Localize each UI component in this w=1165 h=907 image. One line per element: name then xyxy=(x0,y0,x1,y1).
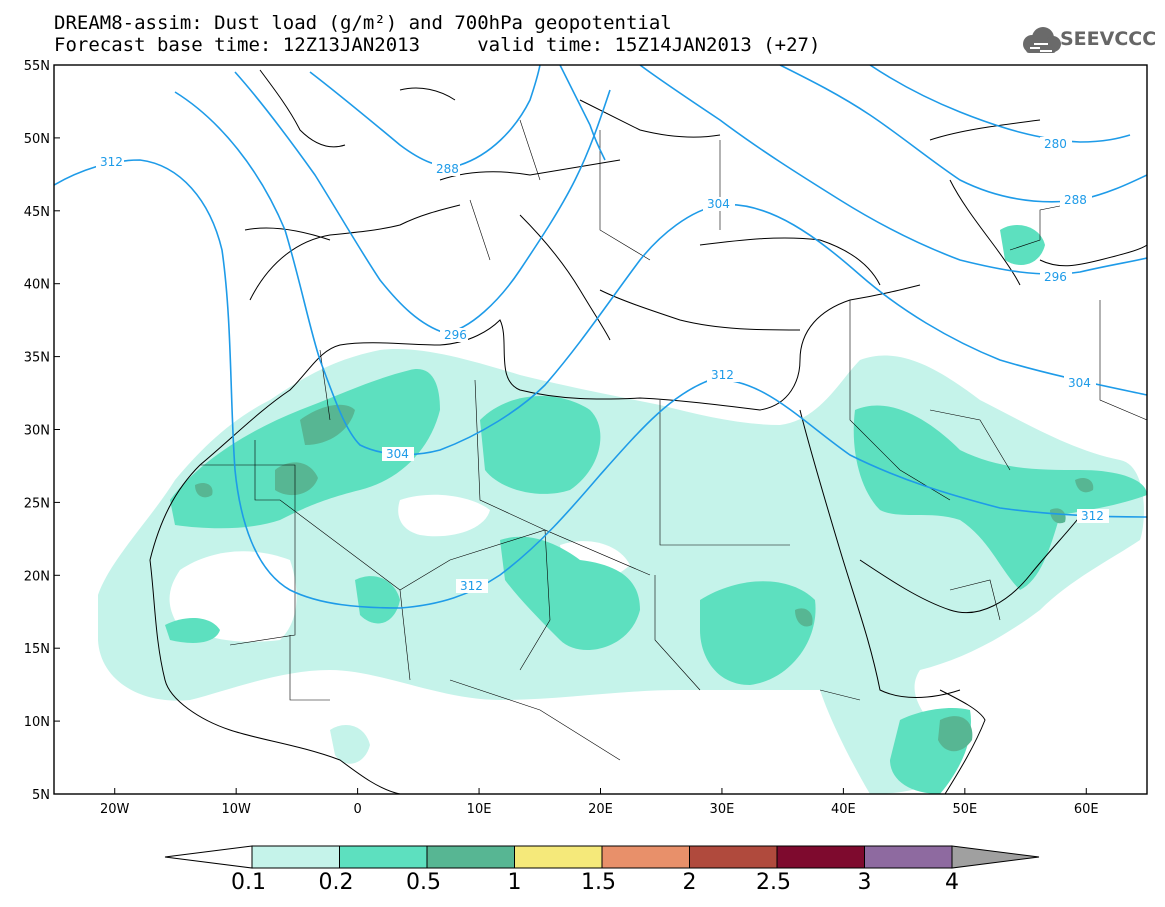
lat-tick-label: 15N xyxy=(24,642,50,657)
colorbar-label: 1 xyxy=(507,870,522,895)
contour-label: 296 xyxy=(444,328,467,342)
lat-tick-label: 20N xyxy=(24,569,50,584)
colorbar xyxy=(164,845,1040,869)
colorbar-label: 0.5 xyxy=(406,870,441,895)
colorbar-label: 0.1 xyxy=(231,870,266,895)
contour-label: 288 xyxy=(436,162,459,176)
lat-tick-label: 10N xyxy=(24,715,50,730)
latitude-axis: 55N 50N 45N 40N 35N 30N 25N 20N 15N 10N 5N xyxy=(24,59,60,803)
longitude-axis: 20W 10W 0 10E 20E 30E 40E 50E 60E xyxy=(100,788,1099,817)
colorbar-swatch xyxy=(426,845,515,869)
contour-288-east xyxy=(779,65,1147,203)
geopotential-contours xyxy=(54,65,1147,609)
lat-tick-label: 35N xyxy=(24,351,50,366)
colorbar-swatch xyxy=(514,845,603,869)
colorbar-swatch xyxy=(339,845,428,869)
contour-label: 312 xyxy=(460,579,483,593)
colorbar-label: 0.2 xyxy=(318,870,354,895)
contour-label: 312 xyxy=(711,368,734,382)
lon-tick-label: 50E xyxy=(952,802,977,817)
lat-tick-label: 40N xyxy=(24,278,50,293)
contour-312-east xyxy=(174,91,1147,456)
cloud-logo-icon xyxy=(1023,27,1061,53)
contour-label: 312 xyxy=(1081,509,1104,523)
lon-tick-label: 20W xyxy=(100,802,130,817)
colorbar-swatch xyxy=(601,845,690,869)
lat-tick-label: 55N xyxy=(24,59,50,74)
lat-tick-label: 5N xyxy=(32,788,50,803)
contour-304 xyxy=(639,65,1147,275)
contour-label: 296 xyxy=(1044,270,1067,284)
lon-tick-label: 10W xyxy=(221,802,251,817)
contour-304-north xyxy=(559,65,606,161)
lon-tick-label: 20E xyxy=(588,802,613,817)
lon-tick-label: 10E xyxy=(467,802,492,817)
lon-tick-label: 60E xyxy=(1074,802,1099,817)
contour-label: 280 xyxy=(1044,137,1067,151)
logo-text: SEEVCCC xyxy=(1060,28,1157,50)
map-subtitle: Forecast base time: 12Z13JAN2013 valid t… xyxy=(54,34,821,56)
lat-tick-label: 45N xyxy=(24,205,50,220)
lat-tick-label: 25N xyxy=(24,496,50,511)
contour-label: 304 xyxy=(386,447,409,461)
contour-label: 304 xyxy=(707,197,730,211)
lat-tick-label: 30N xyxy=(24,424,50,439)
colorbar-swatch xyxy=(864,845,953,869)
dust-region-dark xyxy=(195,404,1094,752)
colorbar-swatch xyxy=(689,845,778,869)
lon-tick-label: 0 xyxy=(353,802,361,817)
country-borders xyxy=(200,119,1147,761)
contour-label: 304 xyxy=(1068,376,1091,390)
colorbar-swatch xyxy=(776,845,865,869)
colorbar-label: 2.5 xyxy=(756,870,791,895)
lat-tick-label: 50N xyxy=(24,132,50,147)
colorbar-swatch xyxy=(251,845,340,869)
map-title: DREAM8-assim: Dust load (g/m²) and 700hP… xyxy=(54,12,672,34)
lon-tick-label: 30E xyxy=(710,802,735,817)
colorbar-label: 3 xyxy=(857,870,872,895)
contour-labels: 312 288 296 304 312 312 304 312 304 296 … xyxy=(96,137,1109,593)
colorbar-swatch xyxy=(951,845,1040,869)
contour-280 xyxy=(869,65,1131,143)
contour-label: 288 xyxy=(1064,193,1087,207)
coastlines xyxy=(149,69,1147,794)
contour-label: 312 xyxy=(100,155,123,169)
colorbar-label: 4 xyxy=(945,870,959,895)
colorbar-label: 1.5 xyxy=(581,870,616,895)
lon-tick-label: 40E xyxy=(831,802,856,817)
colorbar-label: 2 xyxy=(682,870,697,895)
colorbar-swatch xyxy=(164,845,253,869)
